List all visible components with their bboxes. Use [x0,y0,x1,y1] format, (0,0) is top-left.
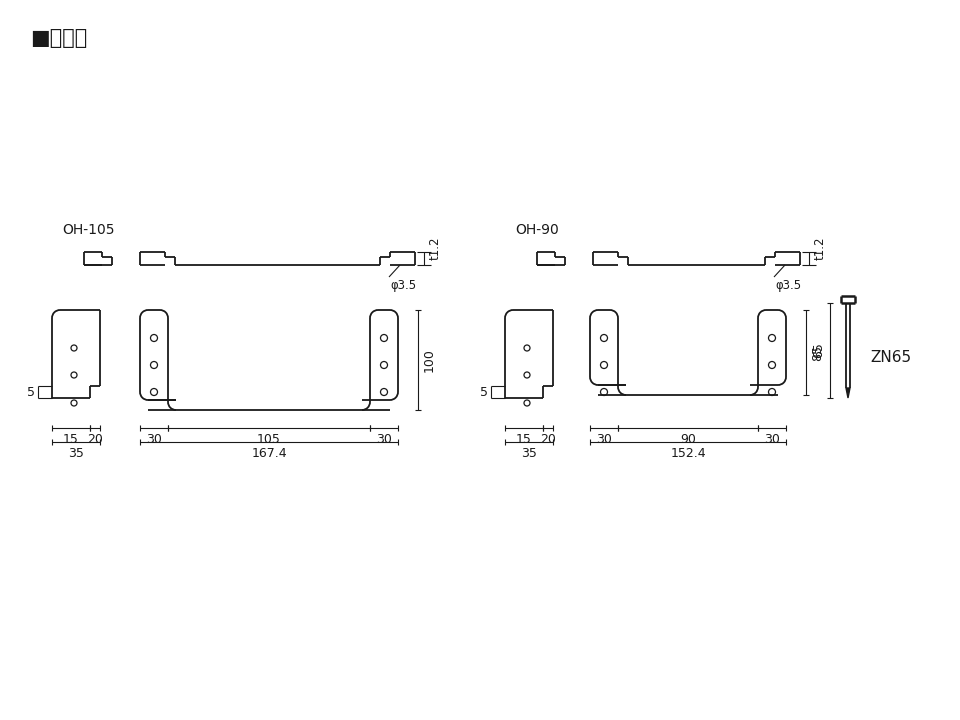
Text: 35: 35 [68,447,84,460]
Text: 152.4: 152.4 [670,447,706,460]
Text: 30: 30 [376,433,392,446]
Text: ZN65: ZN65 [870,349,911,364]
Text: 15: 15 [516,433,532,446]
Text: 15: 15 [63,433,79,446]
Text: 30: 30 [596,433,612,446]
Text: φ3.5: φ3.5 [390,279,416,292]
Text: t1.2: t1.2 [429,237,442,260]
Text: 5: 5 [27,385,35,398]
Polygon shape [846,388,850,398]
Text: OH-105: OH-105 [62,223,114,237]
Text: 105: 105 [257,433,281,446]
Text: 20: 20 [540,433,556,446]
Text: φ3.5: φ3.5 [775,279,802,292]
Text: 5: 5 [480,385,488,398]
Text: 20: 20 [87,433,103,446]
Text: 30: 30 [146,433,162,446]
Text: 167.4: 167.4 [252,447,287,460]
Text: 30: 30 [764,433,780,446]
Text: 65: 65 [812,343,825,359]
Text: OH-90: OH-90 [515,223,559,237]
Text: 90: 90 [680,433,696,446]
Text: 100: 100 [423,348,436,372]
Text: ■仕様図: ■仕様図 [30,28,87,48]
Text: t1.2: t1.2 [814,237,827,260]
Text: 35: 35 [521,447,537,460]
Text: 85: 85 [811,344,824,361]
